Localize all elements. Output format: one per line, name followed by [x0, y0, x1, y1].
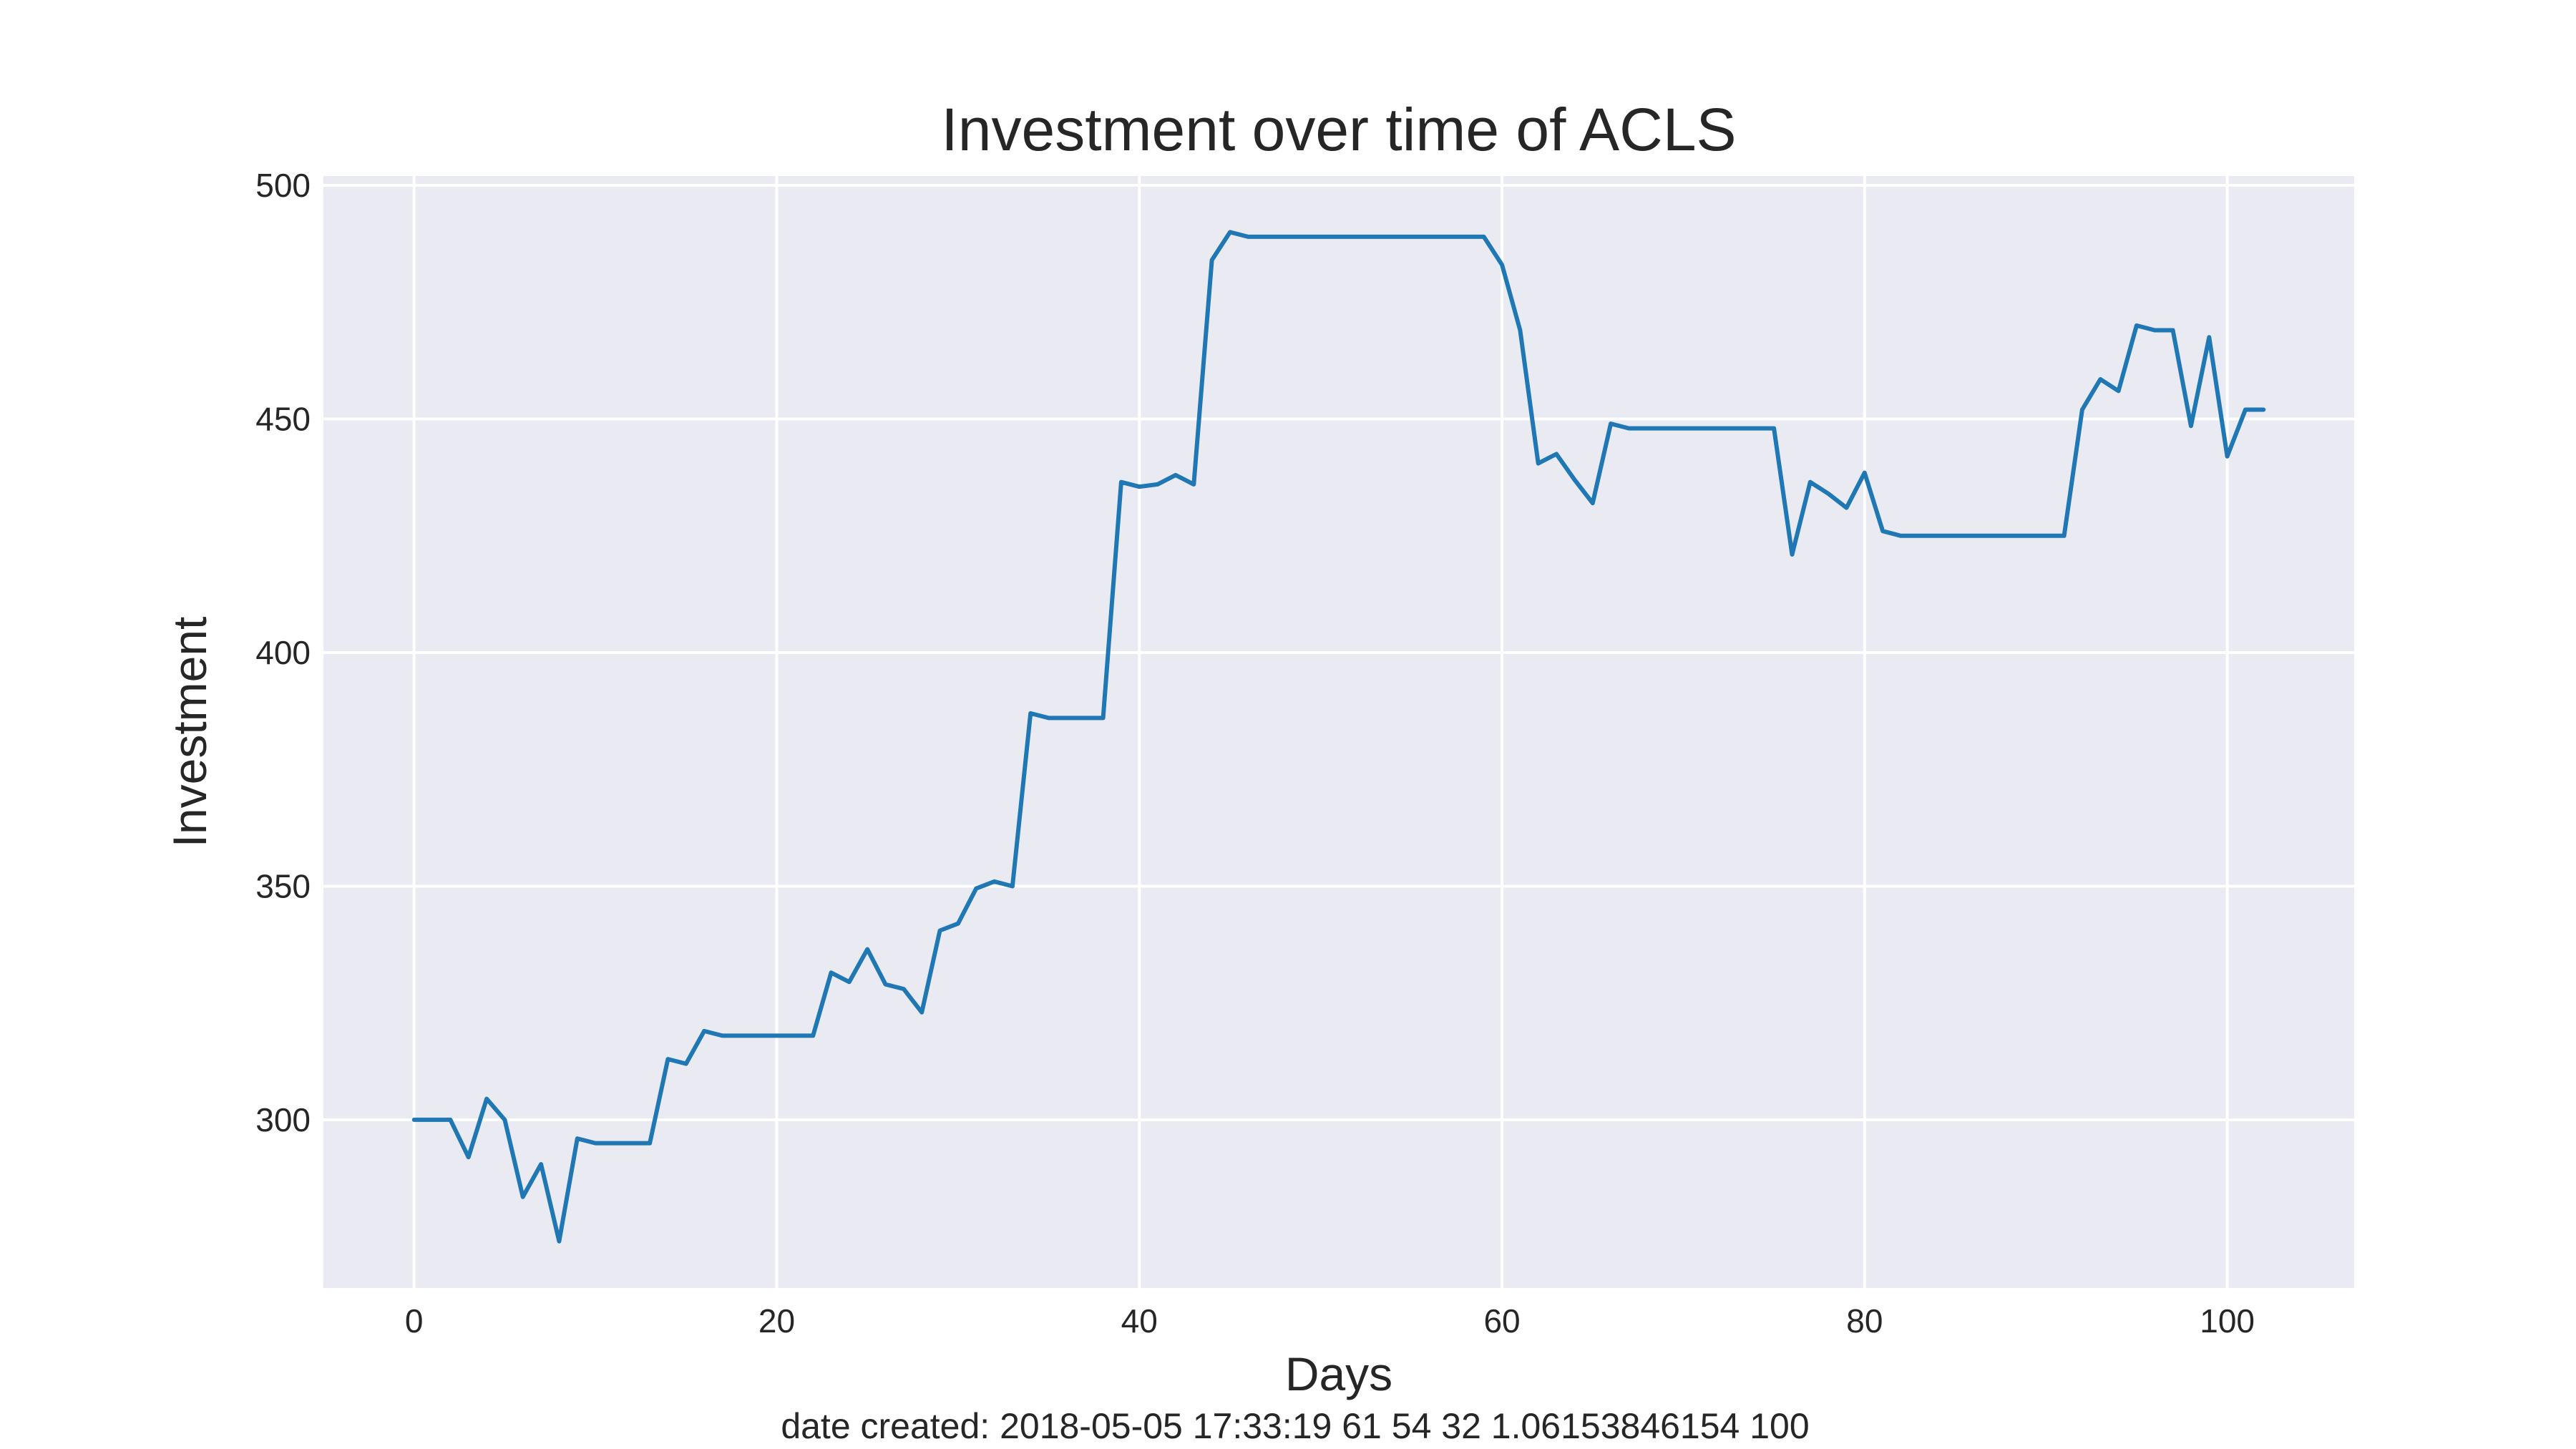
plot-area	[323, 176, 2354, 1288]
x-tick-label: 80	[1846, 1302, 1883, 1340]
y-axis-label: Investment	[163, 617, 216, 848]
x-tick-label: 0	[405, 1302, 424, 1340]
chart-title: Investment over time of ACLS	[941, 96, 1736, 163]
x-axis-label: Days	[1285, 1347, 1392, 1400]
footer-date-created: date created: 2018-05-05 17:33:19 61 54 …	[781, 1406, 1809, 1446]
y-tick-label: 300	[255, 1101, 311, 1138]
x-tick-label: 40	[1121, 1302, 1158, 1340]
series-layer	[411, 230, 2266, 1244]
grid-lines	[323, 176, 2354, 1288]
tick-labels: 0 20 40 60 80 100 300 350 400 450 500	[255, 167, 2255, 1340]
x-tick-label: 100	[2200, 1302, 2255, 1340]
y-tick-label: 500	[255, 167, 311, 204]
y-tick-label: 450	[255, 401, 311, 438]
x-tick-label: 60	[1483, 1302, 1520, 1340]
y-tick-label: 350	[255, 867, 311, 904]
investment-series-line	[411, 230, 2266, 1244]
x-tick-label: 20	[758, 1302, 795, 1340]
y-tick-label: 400	[255, 634, 311, 671]
